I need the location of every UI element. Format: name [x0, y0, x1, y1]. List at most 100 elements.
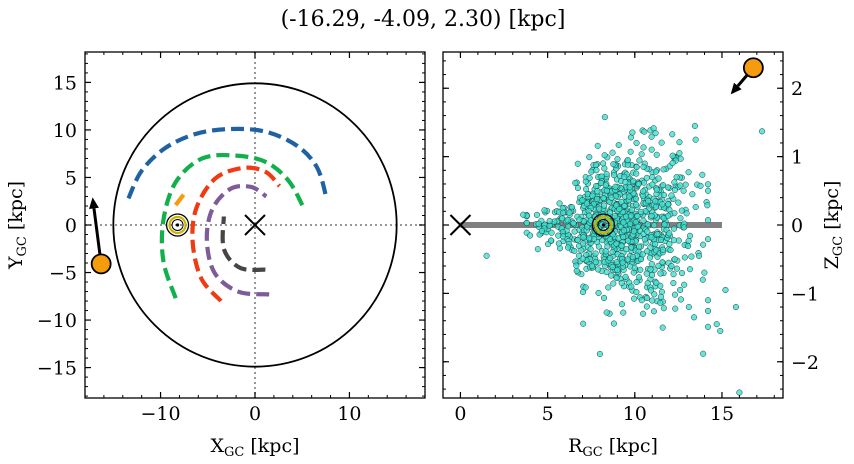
scatter-point: [579, 197, 586, 204]
scatter-point: [668, 192, 675, 199]
scatter-point: [572, 179, 579, 187]
scatter-point: [681, 254, 688, 261]
scatter-point: [586, 154, 593, 161]
scatter-point: [646, 254, 653, 261]
scatter-point: [596, 205, 603, 212]
scatter-point: [658, 288, 665, 295]
scatter-point: [691, 122, 698, 129]
scatter-point: [676, 150, 683, 157]
scatter-point: [622, 179, 629, 186]
scatter-point: [586, 174, 593, 182]
spiral-arm-4: [190, 165, 282, 303]
scatter-point: [626, 184, 633, 191]
scatter-point: [640, 310, 647, 317]
scatter-point: [673, 265, 680, 272]
scatter-point: [640, 163, 647, 170]
scatter-point: [621, 173, 628, 180]
scatter-point: [699, 171, 706, 178]
scatter-point: [671, 256, 678, 263]
scatter-point: [647, 266, 654, 273]
scatter-point: [610, 320, 617, 327]
scatter-point: [668, 262, 675, 270]
scatter-point: [629, 129, 636, 136]
scatter-point: [583, 200, 590, 207]
scatter-point: [533, 211, 540, 218]
scatter-point: [669, 159, 676, 167]
scatter-point: [651, 222, 658, 229]
scatter-point: [695, 252, 703, 259]
scatter-point: [637, 208, 644, 215]
scatter-point: [677, 215, 684, 222]
scatter-point: [631, 228, 638, 235]
scatter-points-group: [483, 114, 766, 396]
scatter-point: [692, 136, 699, 143]
scatter-point: [570, 220, 577, 227]
scatter-point: [628, 283, 635, 290]
scatter-point: [700, 241, 707, 248]
scatter-point: [601, 152, 608, 159]
scatter-point: [564, 217, 571, 224]
scatter-point: [573, 267, 580, 274]
scatter-point: [652, 241, 659, 248]
scatter-point: [628, 206, 636, 213]
scatter-point: [629, 254, 636, 261]
scatter-point: [649, 181, 656, 188]
scatter-point: [681, 281, 688, 288]
scatter-point: [657, 236, 665, 243]
scatter-point: [681, 224, 688, 231]
scatter-point: [546, 217, 553, 225]
scatter-point: [650, 308, 657, 315]
left-x-tick-label: −10: [141, 403, 181, 425]
scatter-point: [610, 172, 618, 179]
scatter-point: [685, 243, 692, 250]
right-y-axis-label: ZGC [kpc]: [821, 181, 846, 270]
scatter-point: [620, 227, 628, 234]
scatter-point: [601, 114, 608, 121]
scatter-point: [704, 307, 712, 315]
scatter-point: [660, 182, 667, 189]
right-y-tick-label: 1: [791, 147, 803, 169]
scatter-point: [704, 323, 712, 330]
right-x-tick-label: 5: [542, 403, 554, 425]
left-sun-dot: [175, 223, 180, 227]
scatter-point: [586, 235, 593, 242]
scatter-point: [622, 273, 629, 280]
scatter-point: [704, 217, 712, 224]
scatter-point: [635, 274, 643, 281]
scatter-point: [645, 197, 652, 205]
scatter-point: [596, 350, 603, 357]
scatter-point: [644, 221, 651, 228]
scatter-point: [685, 304, 692, 311]
scatter-point: [640, 217, 647, 224]
scatter-point: [644, 248, 651, 255]
right-target-marker: [742, 57, 764, 79]
scatter-point: [603, 171, 610, 178]
scatter-point: [641, 236, 648, 243]
scatter-point: [574, 236, 581, 244]
scatter-point: [624, 256, 631, 263]
scatter-point: [578, 247, 585, 254]
scatter-point: [657, 299, 664, 306]
scatter-point: [675, 199, 682, 206]
scatter-point: [606, 209, 614, 216]
right-y-tick-label: −2: [791, 352, 819, 374]
scatter-point: [534, 246, 541, 253]
scatter-point: [652, 198, 659, 205]
left-target-marker: [90, 253, 112, 275]
scatter-point: [633, 279, 640, 286]
scatter-point: [671, 291, 678, 298]
scatter-point: [610, 161, 617, 168]
scatter-point: [620, 219, 627, 226]
scatter-point: [682, 181, 689, 188]
scatter-point: [661, 221, 668, 228]
scatter-point: [592, 162, 600, 169]
scatter-point: [670, 237, 678, 244]
scatter-point: [644, 280, 651, 287]
scatter-point: [678, 207, 685, 214]
scatter-point: [641, 128, 648, 135]
scatter-point: [603, 187, 610, 194]
scatter-point: [556, 200, 563, 207]
scatter-point: [699, 276, 706, 283]
right-sun-dot: [601, 223, 606, 227]
scatter-point: [600, 194, 607, 202]
